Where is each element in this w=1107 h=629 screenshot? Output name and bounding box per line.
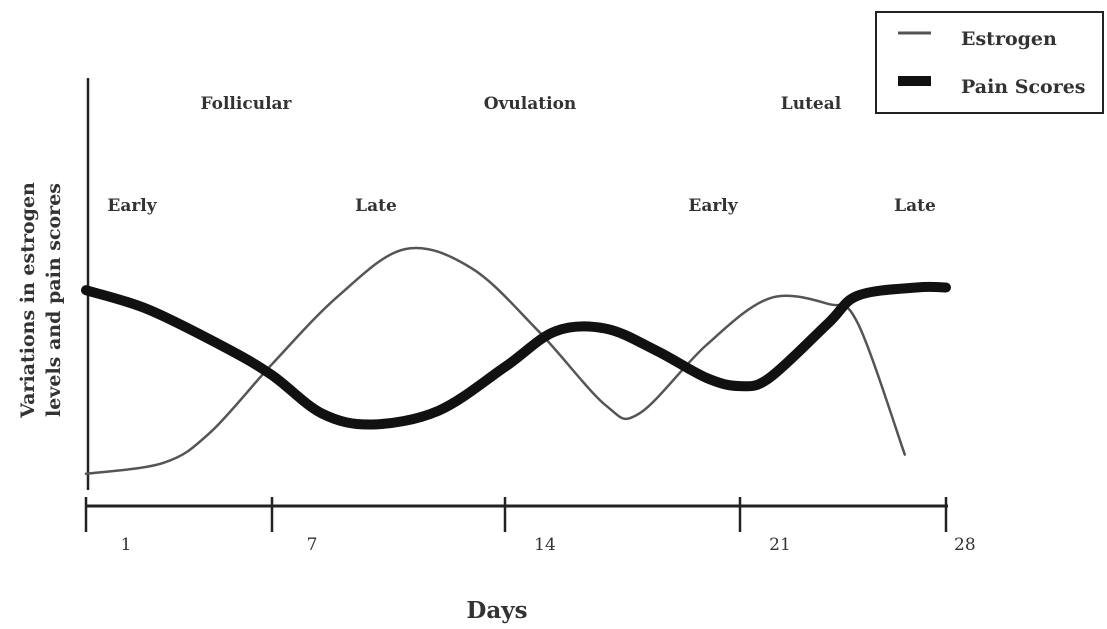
x-tick-label-14: 14 <box>534 535 556 555</box>
y-axis-title-line-1: Variations in estrogen <box>17 182 39 419</box>
subphase-label-luteal-late: Late <box>894 196 936 216</box>
estrogen-line <box>84 246 907 476</box>
x-tick-label-7: 7 <box>307 535 318 555</box>
phase-label-follicular: Follicular <box>201 94 293 114</box>
phase-label-ovulation: Ovulation <box>484 94 577 114</box>
x-axis-title: Days <box>466 597 527 624</box>
x-tick-label-1: 1 <box>121 535 132 555</box>
pain-scores-line <box>81 281 951 430</box>
legend-box <box>875 11 1104 114</box>
subphase-label-follicular-early: Early <box>107 196 157 216</box>
phase-label-luteal: Luteal <box>781 94 842 114</box>
y-axis-title-line-2: levels and pain scores <box>43 183 65 417</box>
subphase-label-luteal-early: Early <box>688 196 738 216</box>
x-tick-label-21: 21 <box>769 535 791 555</box>
legend-label-estrogen: Estrogen <box>961 28 1057 50</box>
subphase-label-follicular-late: Late <box>355 196 397 216</box>
x-tick-group: 1 7 14 21 28 <box>84 497 976 555</box>
legend: Estrogen Pain Scores <box>875 11 1104 114</box>
legend-label-pain-scores: Pain Scores <box>961 76 1086 98</box>
x-tick-label-28: 28 <box>954 535 976 555</box>
